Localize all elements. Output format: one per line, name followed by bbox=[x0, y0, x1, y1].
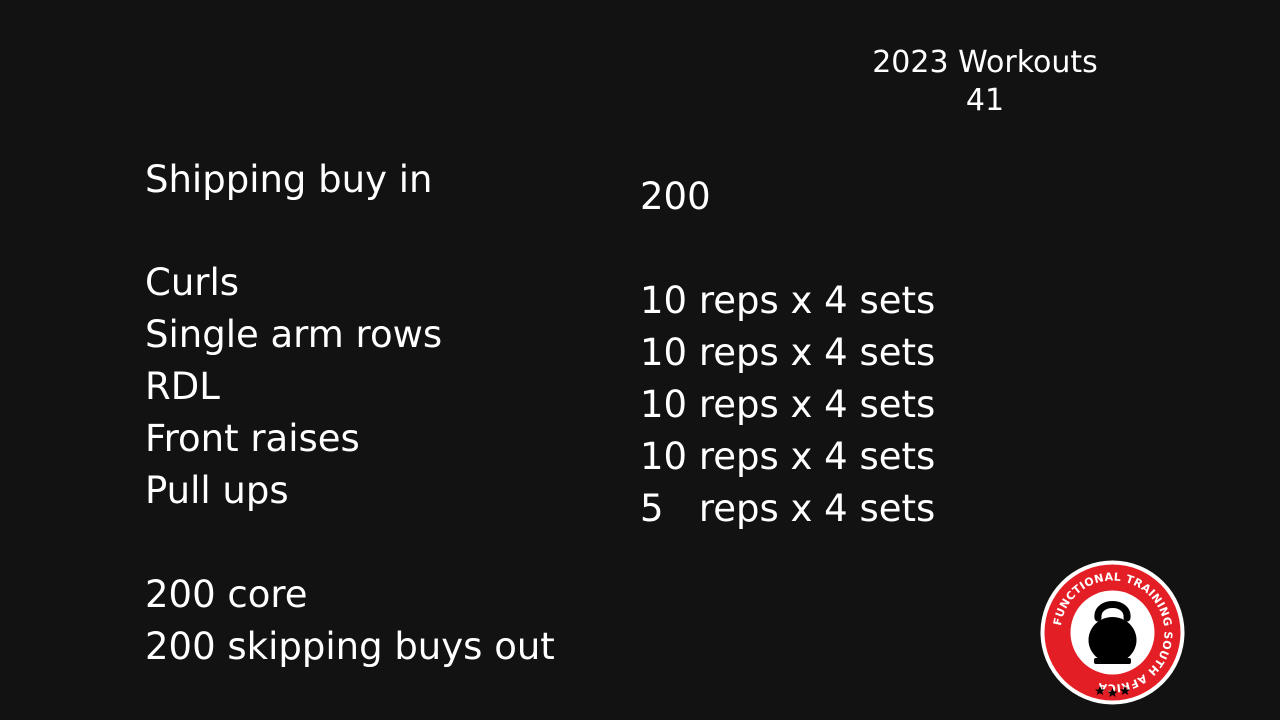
exercise-name: Pull ups bbox=[145, 469, 289, 512]
exercise-names-column: Shipping buy in Curls Single arm rows RD… bbox=[145, 0, 555, 668]
functional-training-logo: FUNCTIONAL TRAINING SOUTH AFRICA bbox=[1040, 560, 1185, 705]
workout-header: 2023 Workouts 41 bbox=[840, 44, 1130, 120]
exercise-name: Front raises bbox=[145, 417, 360, 460]
finisher-buy-out: 200 skipping buys out bbox=[145, 625, 555, 668]
star-icon bbox=[1095, 686, 1130, 697]
exercise-prescription: 10 reps x 4 sets bbox=[640, 279, 936, 322]
buy-in-value: 200 bbox=[640, 175, 711, 218]
exercise-name: Curls bbox=[145, 261, 240, 304]
kettlebell-icon bbox=[1088, 601, 1137, 664]
exercise-prescription: 10 reps x 4 sets bbox=[640, 331, 936, 374]
exercise-prescription: 10 reps x 4 sets bbox=[640, 435, 936, 478]
exercise-prescription: 5 reps x 4 sets bbox=[640, 487, 936, 530]
exercise-prescription: 10 reps x 4 sets bbox=[640, 383, 936, 426]
exercise-name: RDL bbox=[145, 365, 220, 408]
workout-number: 41 bbox=[965, 83, 1005, 118]
finisher-core: 200 core bbox=[145, 573, 308, 616]
buy-in-label: Shipping buy in bbox=[145, 158, 433, 201]
exercise-name: Single arm rows bbox=[145, 313, 443, 356]
exercise-prescriptions-column: 200 10 reps x 4 sets 10 reps x 4 sets 10… bbox=[640, 0, 935, 530]
workout-title: 2023 Workouts bbox=[872, 45, 1098, 80]
